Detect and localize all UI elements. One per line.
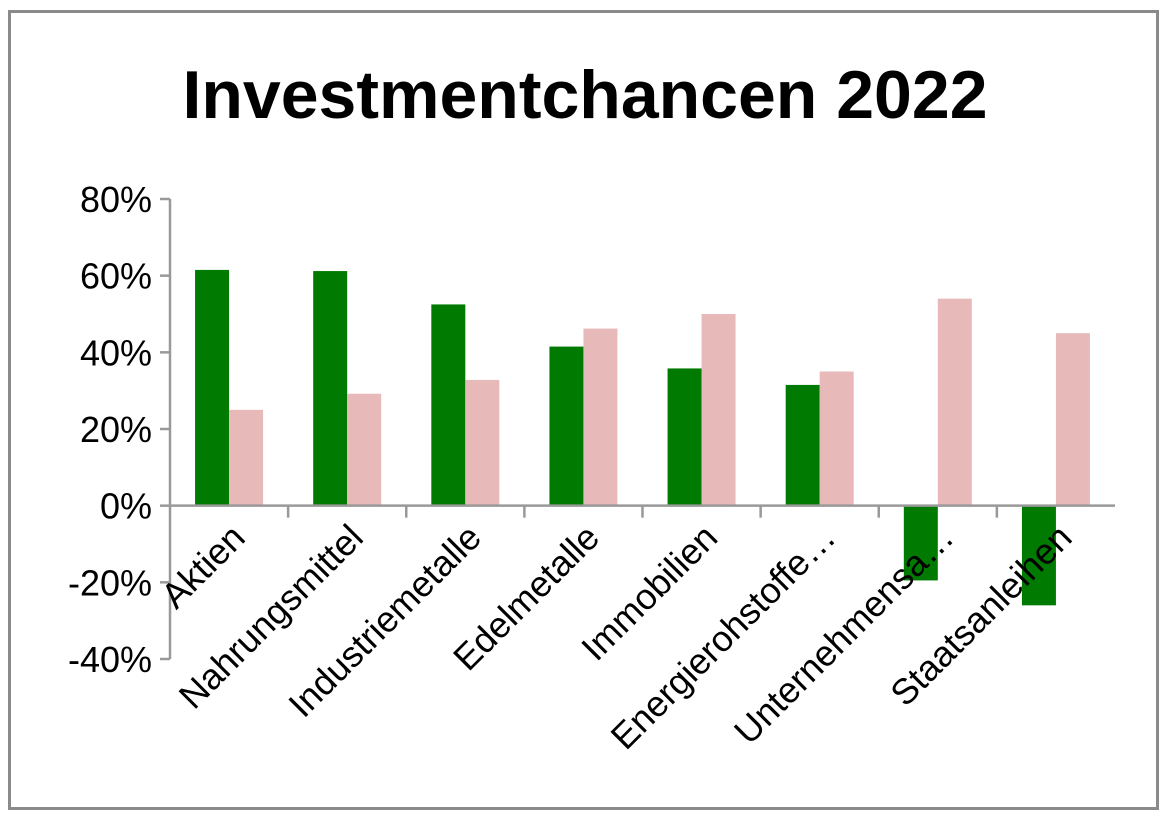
bars-group (195, 269, 1090, 606)
chart-title: Investmentchancen 2022 (182, 57, 987, 133)
bar-series-1 (313, 271, 348, 506)
bar-series-1 (1021, 505, 1056, 606)
bar-series-2 (347, 393, 382, 506)
bar-series-2 (583, 328, 618, 506)
y-tick-label: 20% (80, 409, 152, 450)
bar-series-1 (667, 368, 702, 506)
bar-series-1 (195, 269, 230, 506)
category-label: Energierohstoffe… (603, 516, 844, 757)
bar-series-2 (1055, 333, 1090, 506)
bar-series-2 (229, 409, 264, 506)
category-label: Unternehmensa… (726, 516, 962, 752)
bar-series-2 (819, 371, 854, 506)
y-tick-label: -20% (68, 562, 152, 603)
y-tick-label: 40% (80, 332, 152, 373)
y-tick-label: 0% (100, 486, 152, 527)
bar-series-1 (549, 346, 584, 506)
bar-series-2 (701, 314, 736, 506)
y-axis-ticks: 80% 60% 40% 20% 0% -20% -40% (68, 179, 170, 680)
bar-series-1 (785, 384, 820, 506)
category-label: Aktien (153, 516, 253, 616)
y-tick-label: 60% (80, 256, 152, 297)
bar-series-2 (465, 379, 500, 506)
bar-series-1 (431, 304, 466, 506)
x-axis-ticks (286, 505, 999, 518)
bar-series-2 (937, 298, 972, 506)
y-tick-label: -40% (68, 639, 152, 680)
category-labels: AktienNahrungsmittelIndustriemetalleEdel… (153, 516, 1080, 757)
y-tick-label: 80% (80, 179, 152, 220)
bar-series-1 (903, 505, 938, 581)
